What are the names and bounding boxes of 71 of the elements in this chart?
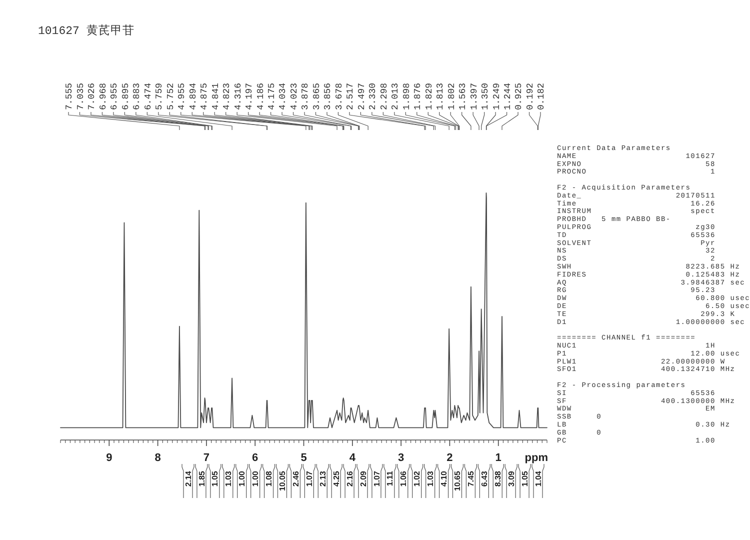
text: 1.05 — [210, 470, 220, 487]
annotation: 1.397 — [469, 82, 480, 110]
text: 1.04 — [534, 470, 543, 487]
annotation: 0.925 — [514, 82, 524, 110]
annotation: 4.841 — [210, 82, 221, 110]
text: 1.06 — [399, 470, 408, 487]
text: 2.46 — [291, 470, 300, 487]
annotation: 4.186 — [256, 82, 266, 110]
annotation: 0.182 — [536, 82, 547, 110]
annotation: 2.298 — [379, 82, 390, 110]
annotation: 6.883 — [132, 82, 142, 110]
text: 2.14 — [184, 470, 193, 487]
annotation: 1.813 — [436, 82, 446, 110]
annotation: 1.898 — [402, 82, 412, 110]
text: 10.05 — [278, 470, 288, 492]
annotation: 3.856 — [323, 82, 334, 110]
text: 1.02 — [412, 470, 422, 487]
text: 6.43 — [480, 470, 489, 487]
annotation: 1.249 — [492, 82, 502, 110]
text: 7.45 — [466, 470, 476, 487]
text: 1.03 — [224, 470, 234, 487]
annotation: 1.876 — [413, 82, 424, 110]
text: 1.11 — [386, 470, 395, 486]
text: 1.00 — [251, 470, 260, 487]
text: 1.07 — [372, 470, 382, 487]
text: 1.00 — [238, 470, 247, 487]
annotation: 7.026 — [87, 82, 98, 110]
annotation: 4.034 — [278, 82, 288, 110]
annotation: 3.865 — [312, 82, 322, 110]
annotation: 7.555 — [64, 82, 75, 110]
annotation: 4.823 — [222, 82, 232, 110]
text: 1.08 — [264, 470, 274, 487]
text: 2.13 — [318, 470, 328, 487]
annotation: 3.678 — [334, 82, 344, 110]
text: 4.25 — [332, 470, 341, 487]
annotation: 6.968 — [98, 82, 108, 110]
text: 1.03 — [426, 470, 436, 487]
annotation: 4.197 — [244, 82, 255, 110]
text: 10.65 — [453, 470, 462, 492]
annotation: 0.192 — [525, 82, 536, 110]
text: 1.05 — [520, 470, 530, 487]
annotation: 2.330 — [368, 82, 378, 110]
annotation: 4.894 — [188, 82, 198, 110]
text: 1.07 — [304, 470, 314, 487]
annotation: 4.023 — [289, 82, 300, 110]
text: 2.16 — [345, 470, 354, 487]
annotation: 7.035 — [76, 82, 86, 110]
annotation: 4.175 — [266, 82, 277, 110]
annotation: 4.316 — [233, 82, 244, 110]
annotation: 1.350 — [480, 82, 491, 110]
text: 3.09 — [506, 470, 516, 487]
annotation: 1.829 — [424, 82, 434, 110]
annotation: 6.955 — [110, 82, 120, 110]
annotation: 1.802 — [446, 82, 457, 110]
annotation: 1.244 — [502, 82, 513, 110]
annotation: 5.752 — [166, 82, 176, 110]
chart-title: 101627 黄芪甲苷 — [38, 24, 134, 38]
annotation: 2.013 — [390, 82, 401, 110]
text: 1.85 — [197, 470, 206, 487]
text: 8.38 — [493, 470, 502, 487]
text: 2.09 — [358, 470, 368, 487]
text: 4.10 — [440, 470, 449, 487]
annotation: 2.517 — [346, 82, 356, 110]
annotation: 4.955 — [177, 82, 188, 110]
annotation: 2.497 — [356, 82, 367, 110]
annotation: 1.563 — [458, 82, 468, 110]
annotation: 6.895 — [120, 82, 131, 110]
annotation: 4.875 — [200, 82, 210, 110]
annotation: 3.878 — [300, 82, 311, 110]
annotation: 5.759 — [154, 82, 165, 110]
annotation: 6.474 — [143, 82, 154, 110]
